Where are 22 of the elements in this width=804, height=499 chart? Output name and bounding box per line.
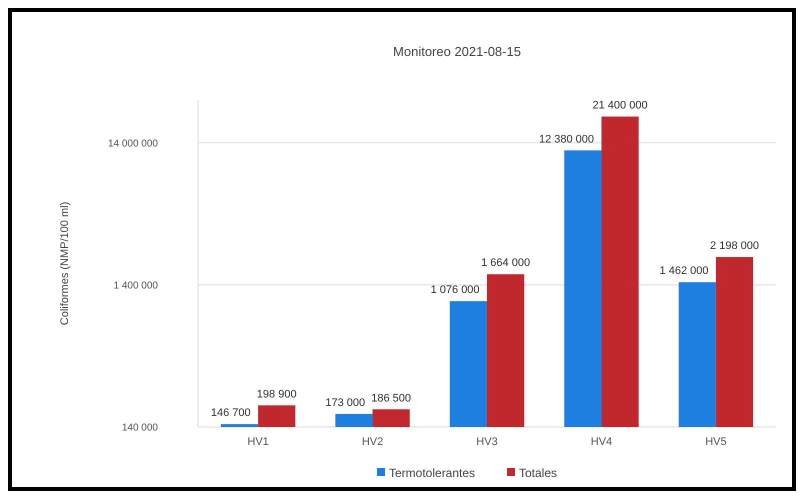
data-label: 186 500 xyxy=(371,392,412,404)
data-label: 173 000 xyxy=(325,396,366,409)
y-tick-label: 14 000 000 xyxy=(108,138,158,150)
data-label: 1 462 000 xyxy=(660,265,708,278)
y-axis-title: Coliformes (NMP/100 ml) xyxy=(59,202,71,326)
x-tick-label: HV3 xyxy=(476,436,498,448)
data-label: 12 380 000 xyxy=(538,133,594,146)
data-label: 198 900 xyxy=(256,388,297,400)
data-label: 146 700 xyxy=(210,407,251,420)
legend-label: Totales xyxy=(519,466,558,480)
data-label: 2 198 000 xyxy=(710,240,759,252)
x-tick-label: HV5 xyxy=(705,436,727,448)
data-label: 1 664 000 xyxy=(481,257,530,270)
legend-label: Termotolerantes xyxy=(389,466,476,480)
y-tick-label: 140 000 xyxy=(122,422,158,434)
x-tick-label: HV2 xyxy=(362,436,384,448)
chart-title: Monitoreo 2021-08-15 xyxy=(393,44,521,59)
x-tick-label: HV1 xyxy=(247,436,269,448)
y-tick-label: 1 400 000 xyxy=(114,280,158,292)
x-tick-label: HV4 xyxy=(590,436,612,448)
data-label: 21 400 000 xyxy=(592,100,648,112)
data-label: 1 076 000 xyxy=(430,284,480,296)
